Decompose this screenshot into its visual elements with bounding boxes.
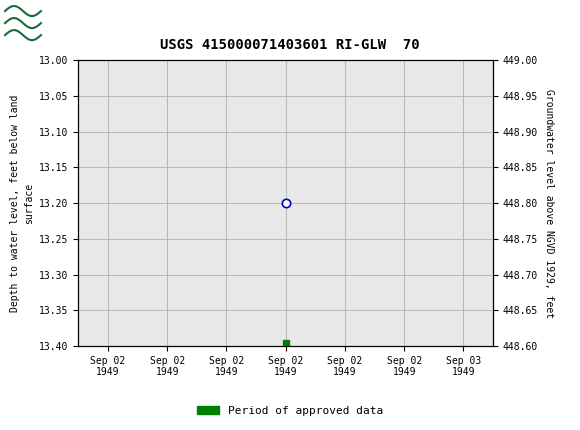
Y-axis label: Depth to water level, feet below land
surface: Depth to water level, feet below land su… [10, 95, 34, 312]
Y-axis label: Groundwater level above NGVD 1929, feet: Groundwater level above NGVD 1929, feet [543, 89, 553, 318]
Bar [4, 4, 42, 42]
Legend: Period of approved data: Period of approved data [193, 401, 387, 420]
Text: USGS 415000071403601 RI-GLW  70: USGS 415000071403601 RI-GLW 70 [160, 38, 420, 52]
Text: USGS: USGS [46, 14, 106, 33]
